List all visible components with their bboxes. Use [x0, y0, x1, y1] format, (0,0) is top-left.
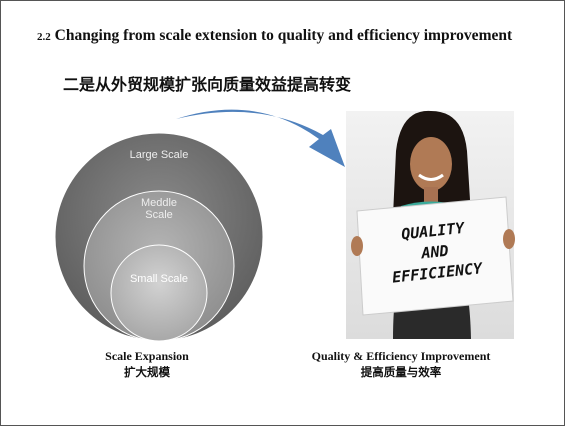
caption-en: Quality & Efficiency Improvement: [291, 349, 511, 364]
title-text: Changing from scale extension to quality…: [55, 27, 513, 44]
slide: 2.2 Changing from scale extension to qua…: [0, 0, 565, 426]
circle-label: Large Scale: [129, 149, 189, 161]
right-caption: Quality & Efficiency Improvement 提高质量与效率: [291, 349, 511, 380]
caption-en: Scale Expansion: [37, 349, 257, 364]
section-number: 2.2: [37, 31, 51, 43]
circle-label: Meddle Scale: [129, 197, 189, 221]
left-caption: Scale Expansion 扩大规模: [37, 349, 257, 380]
small-circle: [111, 245, 207, 341]
subtitle: 二是从外贸规模扩张向质量效益提高转变: [63, 71, 351, 95]
title: 2.2 Changing from scale extension to qua…: [37, 27, 563, 46]
caption-zh: 提高质量与效率: [291, 364, 511, 380]
caption-zh: 扩大规模: [37, 364, 257, 380]
circle-label: Small Scale: [129, 273, 189, 285]
